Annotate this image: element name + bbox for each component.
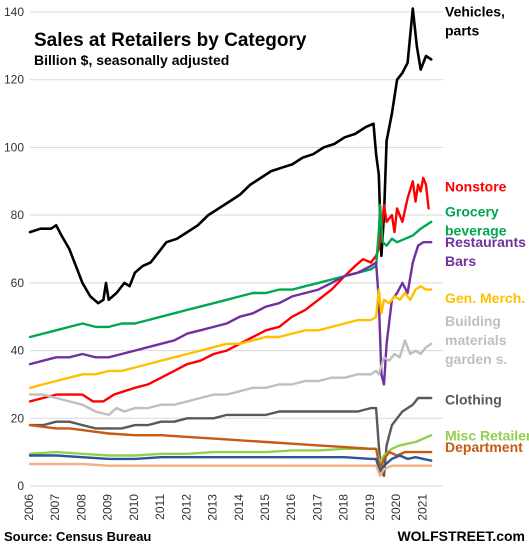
series-line-series-10 [28,462,433,477]
series-label-misc-retailers: Misc Retailers [445,427,529,443]
y-tick-label: 40 [11,344,25,358]
x-tick-label: 2017 [310,494,324,521]
series-label-grocery-beverage: Grocery beverage [445,203,507,238]
y-axis-ticks: 0 20 40 60 80 100 120 140 [4,5,24,493]
x-tick-label: 2007 [48,494,62,521]
x-tick-label: 2016 [284,494,298,521]
x-tick-label: 2008 [74,494,88,521]
y-tick-label: 100 [4,140,24,154]
series-label-vehicles-parts: Vehicles, parts [445,4,505,39]
series-labels: Vehicles, parts Nonstore Grocery beverageRes… [445,4,529,456]
x-tick-label: 2010 [127,494,141,521]
x-tick-label: 2009 [101,494,115,521]
series-label-nonstore: Nonstore [445,178,507,194]
y-tick-label: 60 [11,276,25,290]
chart-subtitle: Billion $, seasonally adjusted [34,52,229,68]
series-line-department [28,423,433,471]
series-line-series-9 [28,454,433,474]
brand-watermark: WOLFSTREET.com [397,528,525,544]
x-tick-label: 2012 [179,494,193,521]
x-tick-label: 2019 [363,494,377,521]
series-line-nonstore [28,176,430,403]
series-line-vehicles-parts [28,7,433,305]
series-line-misc-retailers [28,434,433,464]
series-line-gen-merch [28,285,433,389]
series-line-grocery-beverage [28,203,433,339]
y-tick-label: 20 [11,411,25,425]
series-label-gen-merch: Gen. Merch. [445,290,525,306]
source-note: Source: Census Bureau [4,529,151,544]
chart-title: Sales at Retailers by Category [34,30,307,51]
x-tick-label: 2013 [206,494,220,521]
series-label-building-materials-garden-s: Building materials garden s. [445,313,507,367]
series-line-clothing [28,396,433,477]
y-tick-label: 120 [4,73,24,87]
x-tick-label: 2020 [389,494,403,521]
x-tick-label: 2018 [337,494,351,521]
x-tick-label: 2021 [415,494,429,521]
y-tick-label: 0 [17,479,24,493]
series-lines [28,7,433,477]
series-label-restaurants-bars: Restaurants Bars [445,234,526,269]
x-tick-label: 2006 [22,494,36,521]
gridlines [30,11,443,487]
series-label-department: Department [445,439,523,455]
y-tick-label: 80 [11,208,25,222]
x-axis-ticks: 2006 2007 2008 2009 2010 2011 2012 2013 2014 2015… [22,494,429,521]
y-tick-label: 140 [4,5,24,19]
x-tick-label: 2014 [232,494,246,521]
series-label-clothing: Clothing [445,392,502,408]
series-line-building-materials-garden-s [28,339,433,417]
x-tick-label: 2015 [258,494,272,521]
x-tick-label: 2011 [153,494,167,520]
